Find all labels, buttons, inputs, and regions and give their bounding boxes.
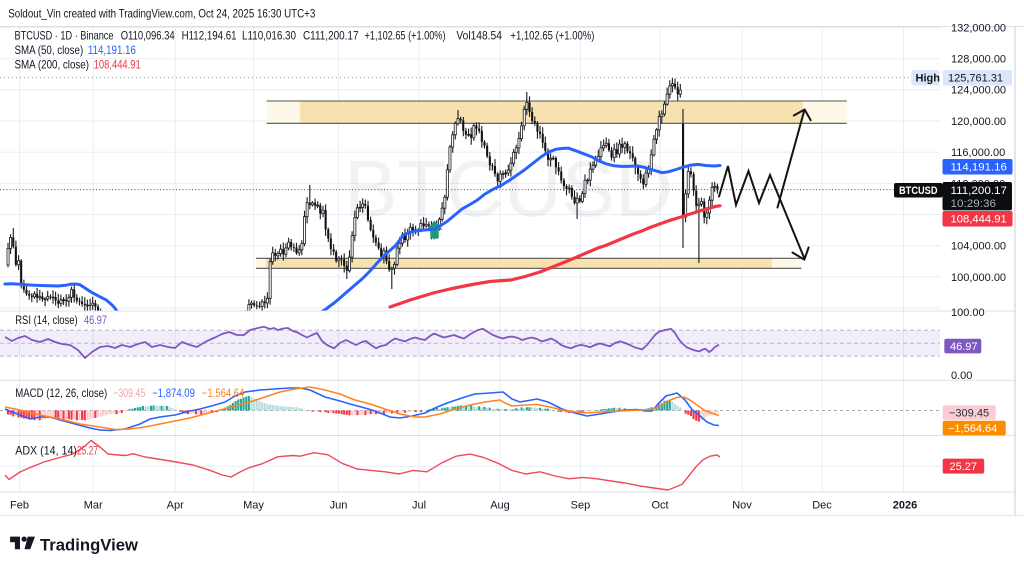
svg-text:Mar: Mar [84,500,103,512]
svg-text:−1,874.09: −1,874.09 [152,386,195,400]
svg-text:25.27: 25.27 [77,443,98,457]
svg-text:High: High [916,73,941,85]
svg-text:104,000.00: 104,000.00 [951,241,1006,253]
svg-text:114,191.16: 114,191.16 [88,43,136,57]
svg-text:BTCUSD: BTCUSD [344,144,673,233]
svg-text:10:29:36: 10:29:36 [951,198,997,210]
svg-text:Dec: Dec [812,500,832,512]
svg-text:−309.45: −309.45 [113,386,145,400]
svg-text:46.97: 46.97 [950,341,978,353]
svg-text:25.27: 25.27 [950,461,978,473]
svg-text:108,444.91: 108,444.91 [951,214,1007,226]
svg-text:125,761.31: 125,761.31 [948,73,1003,85]
svg-text:Soldout_Vin created with Tradi: Soldout_Vin created with TradingView.com… [8,7,315,21]
svg-text:Vol148.54: Vol148.54 [456,29,502,43]
svg-text:132,000.00: 132,000.00 [951,22,1006,34]
svg-text:120,000.00: 120,000.00 [951,116,1006,128]
svg-text:2026: 2026 [893,500,917,512]
svg-text:Oct: Oct [651,500,668,512]
svg-text:100,000.00: 100,000.00 [951,272,1006,284]
svg-text:C111,200.17: C111,200.17 [303,29,359,43]
svg-text:MACD (12, 26, close): MACD (12, 26, close) [15,386,107,400]
svg-text:100.00: 100.00 [951,307,985,319]
svg-text:BTCUSD · 1D · Binance: BTCUSD · 1D · Binance [15,29,114,43]
svg-text:SMA (50, close): SMA (50, close) [15,43,84,57]
svg-text:0.00: 0.00 [951,370,972,382]
svg-text:−309.45: −309.45 [949,407,989,419]
svg-text:SMA (200, close): SMA (200, close) [15,58,90,72]
svg-text:O110,096.34: O110,096.34 [121,29,175,43]
svg-text:RSI (14, close): RSI (14, close) [15,313,78,327]
svg-text:Jun: Jun [330,500,348,512]
svg-text:H112,194.61: H112,194.61 [182,29,237,43]
svg-text:Feb: Feb [10,500,29,512]
svg-text:Jul: Jul [412,500,426,512]
svg-text:−1,564.64: −1,564.64 [202,386,245,400]
svg-text:−1,564.64: −1,564.64 [948,423,997,435]
svg-text:BTCUSD: BTCUSD [899,185,938,197]
svg-text:Sep: Sep [571,500,591,512]
svg-text:ADX (14, 14): ADX (14, 14) [15,443,77,457]
svg-text:May: May [243,500,264,512]
svg-text:Nov: Nov [732,500,752,512]
svg-text:TradingView: TradingView [40,535,139,554]
svg-text:111,200.17: 111,200.17 [951,185,1008,197]
svg-text:116,000.00: 116,000.00 [951,147,1005,159]
svg-text:128,000.00: 128,000.00 [951,54,1006,66]
svg-text:Aug: Aug [490,500,510,512]
svg-text:46.97: 46.97 [84,313,107,327]
svg-text:+1,102.65 (+1.00%): +1,102.65 (+1.00%) [510,29,594,43]
svg-text:108,444.91: 108,444.91 [94,58,141,72]
svg-text:L110,016.30: L110,016.30 [242,29,296,43]
svg-text:124,000.00: 124,000.00 [951,85,1006,97]
svg-text:114,191.16: 114,191.16 [951,162,1007,174]
svg-text:+1,102.65 (+1.00%): +1,102.65 (+1.00%) [365,29,446,43]
svg-text:Apr: Apr [167,500,184,512]
